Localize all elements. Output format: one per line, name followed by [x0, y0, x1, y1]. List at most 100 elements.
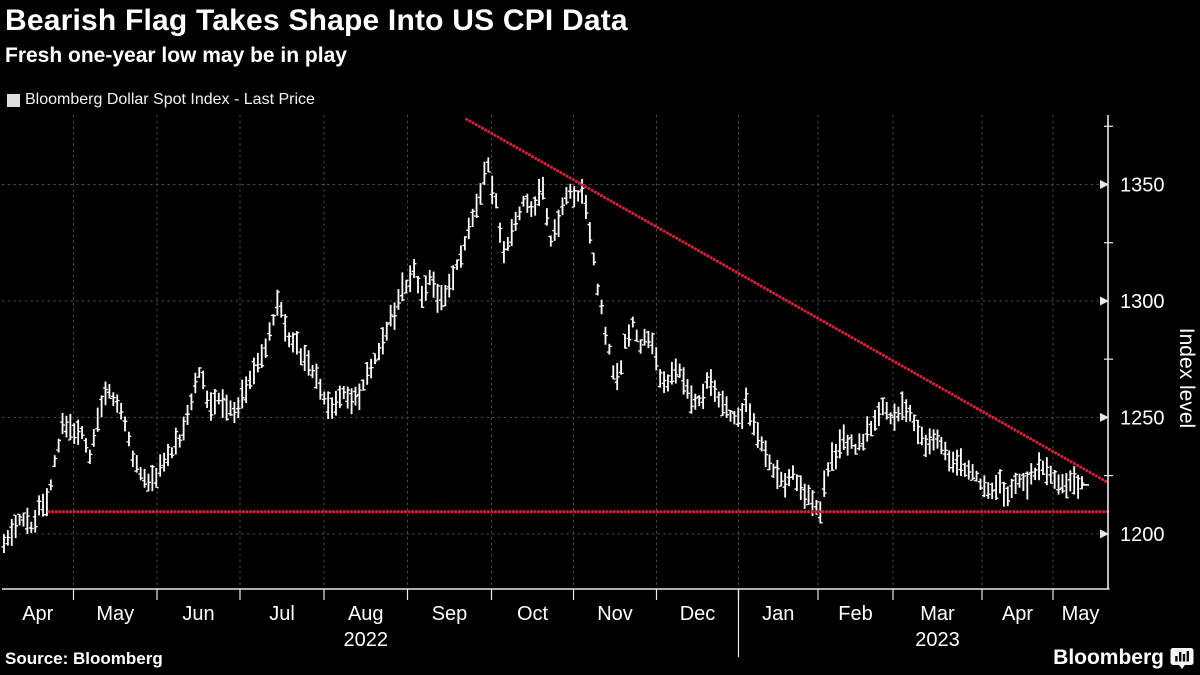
- price-bar: [96, 407, 99, 432]
- price-bar: [206, 390, 208, 409]
- price-bar-open-tick: [524, 195, 527, 197]
- price-bar: [38, 495, 41, 516]
- price-bar-close-tick: [110, 397, 112, 400]
- price-bar-open-tick: [302, 361, 304, 363]
- price-bar-close-tick: [223, 398, 226, 400]
- price-bar-close-tick: [371, 366, 374, 369]
- price-bar-close-tick: [707, 376, 710, 378]
- price-bar: [85, 438, 87, 453]
- price-bar: [6, 530, 9, 546]
- price-bar-open-tick: [825, 468, 828, 471]
- price-bar-open-tick: [989, 483, 992, 486]
- price-bar-open-tick: [200, 371, 203, 374]
- price-bar-open-tick: [353, 390, 355, 393]
- price-bar-open-tick: [962, 463, 965, 466]
- price-bar: [670, 361, 673, 385]
- price-bar-open-tick: [724, 404, 726, 406]
- price-bar-close-tick: [715, 388, 718, 390]
- price-bar-open-tick: [806, 504, 808, 506]
- price-bar-close-tick: [243, 397, 245, 399]
- price-bar-open-tick: [329, 397, 332, 400]
- price-bar: [405, 279, 408, 294]
- price-bar-close-tick: [535, 199, 538, 201]
- price-bar-close-tick: [450, 288, 452, 290]
- price-bar-close-tick: [196, 381, 198, 383]
- legend-series-label: Bloomberg Dollar Spot Index - Last Price: [25, 91, 315, 108]
- price-bar-open-tick: [774, 466, 777, 468]
- price-bar-open-tick: [575, 190, 578, 192]
- price-bar-close-tick: [645, 341, 647, 343]
- price-bar: [233, 401, 236, 424]
- price-bar-open-tick: [142, 479, 144, 482]
- price-bar-close-tick: [692, 405, 694, 407]
- price-bar: [749, 403, 751, 426]
- price-bar-open-tick: [677, 376, 679, 378]
- price-bar-close-tick: [102, 395, 105, 398]
- price-bar-close-tick: [653, 333, 655, 335]
- price-bar-close-tick: [996, 497, 999, 499]
- price-bar-close-tick: [8, 536, 11, 539]
- price-bar-close-tick: [1020, 478, 1022, 480]
- price-bar: [131, 450, 134, 468]
- price-bar-close-tick: [118, 399, 120, 402]
- price-bar-open-tick: [259, 363, 261, 365]
- price-bar: [807, 484, 810, 506]
- price-bar-close-tick: [606, 334, 608, 337]
- price-bar-close-tick: [532, 206, 534, 208]
- price-bar-close-tick: [184, 420, 187, 422]
- price-bar-open-tick: [317, 382, 320, 384]
- price-bar-close-tick: [594, 261, 597, 263]
- price-bar: [776, 459, 779, 490]
- price-bar-open-tick: [1079, 488, 1082, 490]
- price-bar-open-tick: [9, 526, 11, 528]
- price-bar: [1057, 474, 1060, 495]
- price-bar: [73, 423, 76, 444]
- price-bar-close-tick: [809, 487, 811, 489]
- price-bar-open-tick: [786, 476, 789, 478]
- price-bar-open-tick: [419, 299, 422, 301]
- chart-title: Bearish Flag Takes Shape Into US CPI Dat…: [5, 4, 628, 37]
- legend-series-swatch: [7, 93, 20, 107]
- chart-subtitle: Fresh one-year low may be in play: [5, 44, 347, 67]
- price-bar-open-tick: [52, 465, 54, 468]
- price-bar-close-tick: [782, 480, 784, 482]
- price-bar: [424, 275, 427, 301]
- price-bar: [460, 245, 462, 268]
- price-bar-close-tick: [758, 440, 761, 442]
- price-bar-close-tick: [28, 515, 30, 517]
- price-bar-close-tick: [922, 437, 925, 440]
- price-bar-open-tick: [583, 202, 586, 205]
- price-bar-close-tick: [239, 407, 241, 410]
- price-bar: [432, 271, 435, 298]
- price-bar-close-tick: [981, 487, 983, 489]
- price-bar-open-tick: [1048, 474, 1050, 476]
- price-bar: [491, 175, 494, 205]
- price-bar-close-tick: [934, 433, 936, 435]
- price-bar-open-tick: [1052, 472, 1054, 474]
- price-bar-close-tick: [887, 416, 890, 419]
- price-bar-open-tick: [614, 381, 617, 383]
- price-bar: [729, 410, 732, 422]
- price-bar-close-tick: [903, 416, 905, 418]
- price-bar-open-tick: [1044, 481, 1047, 484]
- price-bar-close-tick: [1024, 475, 1026, 477]
- price-bar: [471, 208, 474, 227]
- price-bar: [510, 219, 513, 247]
- price-bar: [768, 454, 771, 471]
- price-bar-close-tick: [485, 172, 487, 175]
- price-bar: [1049, 465, 1052, 484]
- price-bar: [909, 404, 912, 422]
- price-bar-close-tick: [461, 263, 464, 265]
- price-bar: [53, 455, 56, 468]
- price-bar: [296, 331, 298, 355]
- month-label: May: [96, 603, 134, 625]
- price-bar-open-tick: [392, 315, 394, 318]
- price-bar-close-tick: [121, 411, 124, 413]
- price-bar-open-tick: [356, 394, 359, 396]
- price-bar-close-tick: [825, 492, 827, 494]
- price-bar-close-tick: [200, 367, 202, 369]
- price-bar-open-tick: [122, 420, 125, 422]
- price-bar: [674, 358, 677, 384]
- price-bar: [198, 367, 201, 378]
- y-axis-title: Index level: [1175, 328, 1198, 428]
